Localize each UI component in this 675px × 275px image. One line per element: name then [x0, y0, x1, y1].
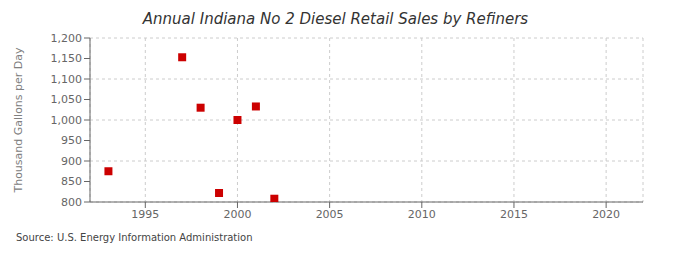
svg-text:1,050: 1,050 [51, 93, 83, 106]
svg-text:850: 850 [61, 175, 82, 188]
svg-text:2020: 2020 [592, 208, 620, 221]
svg-text:1,150: 1,150 [51, 52, 83, 65]
svg-text:2015: 2015 [500, 208, 528, 221]
svg-text:950: 950 [61, 134, 82, 147]
svg-text:2005: 2005 [316, 208, 344, 221]
svg-text:1,100: 1,100 [51, 73, 83, 86]
svg-text:Thousand Gallons per Day: Thousand Gallons per Day [12, 47, 25, 194]
html-text:Annual Indiana No 2 Diesel Ret: Annual Indiana No 2 Diesel Retail Sales … [142, 10, 529, 28]
svg-text:1,000: 1,000 [51, 114, 83, 127]
html-text:Source: U.S. Energy Informatio: Source: U.S. Energy Information Administ… [16, 232, 253, 243]
svg-text:2010: 2010 [408, 208, 436, 221]
svg-text:2000: 2000 [223, 208, 251, 221]
svg-text:800: 800 [61, 196, 82, 209]
svg-text:900: 900 [61, 155, 82, 168]
svg-text:1995: 1995 [131, 208, 159, 221]
svg-text:1,200: 1,200 [51, 32, 83, 45]
